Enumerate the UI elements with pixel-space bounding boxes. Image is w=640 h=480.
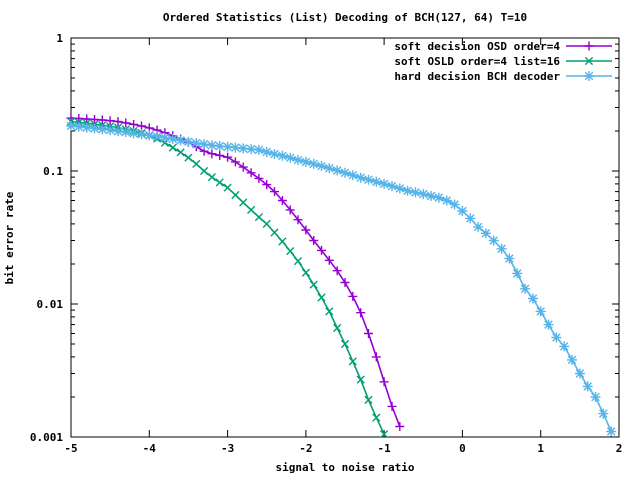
series-soft-osd xyxy=(66,113,405,431)
legend-sample-marker xyxy=(584,56,594,66)
chart-title: Ordered Statistics (List) Decoding of BC… xyxy=(163,11,527,24)
legend-label-hard: hard decision BCH decoder xyxy=(394,70,560,83)
data-curves xyxy=(66,113,617,439)
axis-ticks: -5 -4 -3 -2 -1 0 1 2 1 0.1 0.01 0.001 xyxy=(30,32,622,455)
x-tick-label: 0 xyxy=(459,442,466,455)
series-markers xyxy=(66,113,405,431)
y-tick-label: 1 xyxy=(56,32,63,45)
x-tick-label: -3 xyxy=(221,442,234,455)
x-tick-label: 1 xyxy=(537,442,544,455)
y-tick-label: 0.001 xyxy=(30,431,63,444)
legend-sample-marker xyxy=(584,71,594,81)
legend: soft decision OSD order=4 soft OSLD orde… xyxy=(394,40,612,83)
series-line xyxy=(70,125,612,432)
y-axis-label: bit error rate xyxy=(3,191,16,284)
legend-sample-marker xyxy=(584,41,594,51)
x-tick-label: -1 xyxy=(377,442,391,455)
legend-samples xyxy=(566,41,612,81)
x-tick-label: -4 xyxy=(143,442,157,455)
x-axis-label: signal to noise ratio xyxy=(275,461,414,474)
legend-label-osd: soft decision OSD order=4 xyxy=(394,40,560,53)
series-markers xyxy=(66,121,617,437)
series-hard-bch xyxy=(66,121,617,437)
x-tick-label: -5 xyxy=(64,442,77,455)
series-markers xyxy=(66,117,389,439)
x-tick-label: -2 xyxy=(299,442,312,455)
x-tick-label: 2 xyxy=(616,442,623,455)
legend-label-osld: soft OSLD order=4 list=16 xyxy=(394,55,560,68)
y-tick-label: 0.01 xyxy=(37,298,64,311)
plot-border xyxy=(70,37,620,438)
series-soft-osld xyxy=(66,117,389,439)
y-tick-label: 0.1 xyxy=(43,165,63,178)
